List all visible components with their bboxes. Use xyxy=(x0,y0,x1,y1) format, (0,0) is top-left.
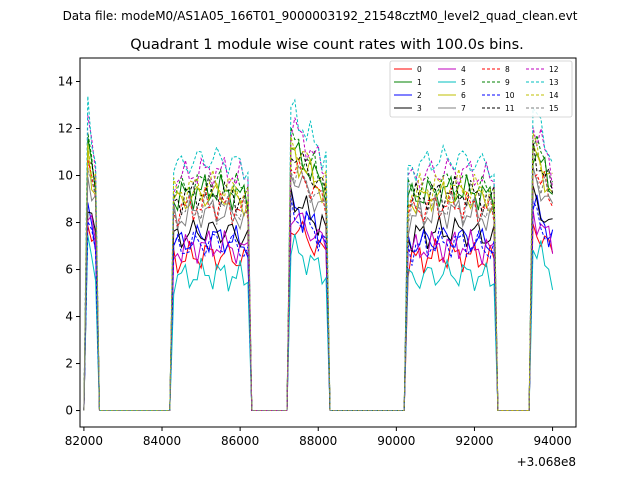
y-tick-label: 0 xyxy=(65,404,73,418)
legend-label-10: 10 xyxy=(505,91,515,100)
y-tick-label: 4 xyxy=(65,310,73,324)
legend-label-0: 0 xyxy=(417,65,422,74)
series-line-15 xyxy=(83,163,554,411)
legend-label-1: 1 xyxy=(417,78,422,87)
x-tick-label: 86000 xyxy=(221,434,259,448)
y-tick-label: 10 xyxy=(58,169,73,183)
plot-lines xyxy=(83,96,554,411)
chart-title: Quadrant 1 module wise count rates with … xyxy=(130,37,524,53)
legend-label-12: 12 xyxy=(549,65,559,74)
legend-label-13: 13 xyxy=(549,78,559,87)
x-tick-label: 84000 xyxy=(143,434,181,448)
legend-label-6: 6 xyxy=(461,91,466,100)
y-tick-label: 2 xyxy=(65,357,73,371)
legend-label-8: 8 xyxy=(505,65,510,74)
x-axis: 82000 84000 86000 88000 90000 92000 94000 xyxy=(65,427,572,448)
legend-label-4: 4 xyxy=(461,65,466,74)
legend-label-7: 7 xyxy=(461,104,466,113)
y-axis: 0 2 4 6 8 10 12 14 xyxy=(58,75,80,418)
series-line-13 xyxy=(83,96,554,411)
figure-suptitle: Data file: modeM0/AS1A05_166T01_90000031… xyxy=(63,9,578,23)
x-axis-offset-label: +3.068e8 xyxy=(517,455,576,469)
y-tick-label: 6 xyxy=(65,263,73,277)
y-tick-label: 14 xyxy=(58,75,73,89)
x-tick-label: 94000 xyxy=(533,434,571,448)
legend-label-9: 9 xyxy=(505,78,510,87)
series-line-2 xyxy=(83,187,554,411)
series-line-7 xyxy=(83,166,554,411)
legend-label-5: 5 xyxy=(461,78,466,87)
x-tick-label: 90000 xyxy=(377,434,415,448)
legend-label-3: 3 xyxy=(417,104,422,113)
legend-label-14: 14 xyxy=(549,91,559,100)
x-tick-label: 82000 xyxy=(65,434,103,448)
x-tick-label: 88000 xyxy=(299,434,337,448)
y-tick-label: 12 xyxy=(58,122,73,136)
x-tick-label: 92000 xyxy=(455,434,493,448)
series-line-14 xyxy=(83,133,553,411)
series-line-5 xyxy=(83,233,554,411)
plot-frame xyxy=(79,57,577,428)
legend-label-2: 2 xyxy=(417,91,422,100)
y-tick-label: 8 xyxy=(65,216,73,230)
series-line-12 xyxy=(83,115,554,411)
legend-label-11: 11 xyxy=(505,104,515,113)
series-line-9 xyxy=(83,127,554,411)
series-line-6 xyxy=(83,144,553,411)
legend-box xyxy=(389,60,573,118)
series-line-8 xyxy=(83,158,554,411)
legend-label-15: 15 xyxy=(549,104,559,113)
